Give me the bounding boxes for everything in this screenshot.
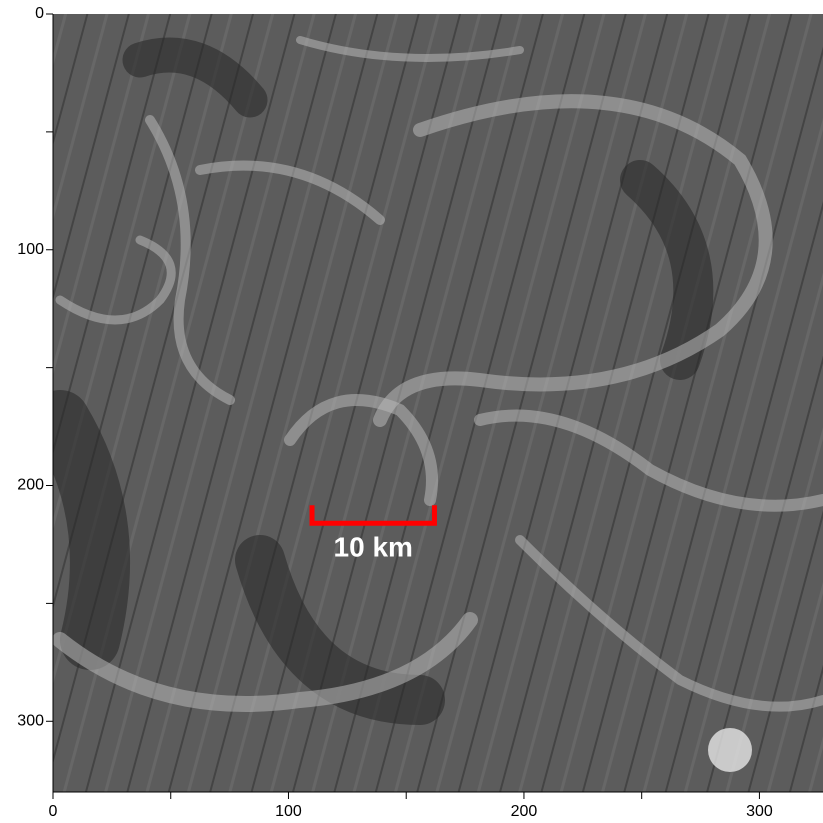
satellite-image xyxy=(53,14,823,792)
scale-bar-label: 10 km xyxy=(334,532,413,563)
y-tick-label: 200 xyxy=(17,477,44,494)
x-tick-label: 200 xyxy=(511,803,538,820)
x-tick-label: 100 xyxy=(275,803,302,820)
y-tick-label: 100 xyxy=(17,241,44,258)
y-tick-label: 300 xyxy=(17,712,44,729)
figure: 0 100 200 300 0 100 200 300 10 km xyxy=(0,0,823,823)
x-tick-label: 300 xyxy=(746,803,773,820)
y-tick-label: 0 xyxy=(35,5,44,22)
x-tick-label: 0 xyxy=(49,803,58,820)
